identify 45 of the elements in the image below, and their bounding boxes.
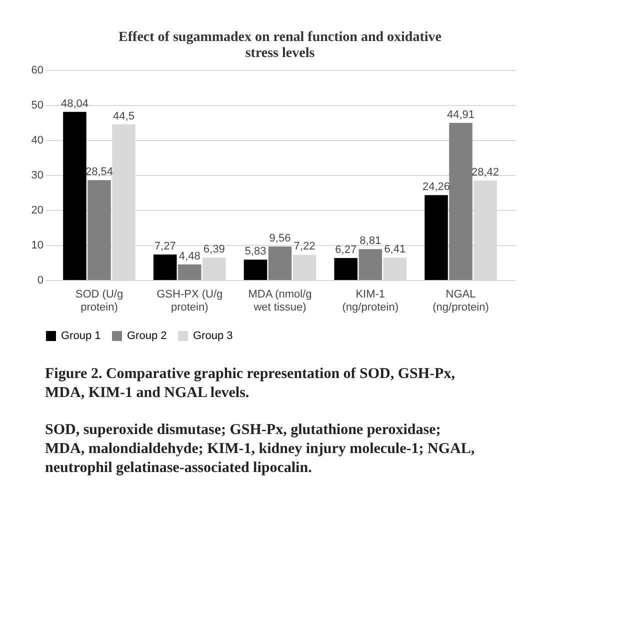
y-tick-label: 50 bbox=[31, 100, 44, 112]
data-label: 6,41 bbox=[384, 244, 406, 256]
bar bbox=[153, 254, 177, 280]
data-label: 4,48 bbox=[178, 250, 200, 262]
data-label: 6,39 bbox=[203, 244, 225, 256]
x-tick-label: GSH-PX (U/g protein) bbox=[156, 288, 223, 314]
x-tick-label: MDA (nmol/g wet tissue) bbox=[248, 288, 312, 314]
x-tick-label: NGAL (ng/protein) bbox=[432, 288, 489, 314]
data-label: 28,54 bbox=[85, 166, 113, 178]
y-tick-label: 30 bbox=[31, 170, 44, 182]
data-label: 44,91 bbox=[447, 108, 475, 121]
bar bbox=[292, 254, 316, 280]
bar bbox=[63, 112, 86, 280]
y-tick-label: 20 bbox=[31, 204, 44, 216]
x-tick-label: KIM-1 (ng/protein) bbox=[342, 288, 399, 314]
bar bbox=[383, 258, 407, 280]
data-label: 6,27 bbox=[335, 244, 357, 256]
x-tick-label: SOD (U/g protein) bbox=[75, 288, 124, 314]
bar bbox=[88, 180, 111, 280]
text: SOD, superoxide dismutase; GSH-Px, glutathione peroxidase; MDA, malondialdehyde; KIM-1, kidney injury molecule-1; NGAL, neutrophil gelatinase-associated lipocalin. bbox=[45, 422, 475, 476]
data-label: 5,83 bbox=[244, 246, 266, 258]
data-label: 48,04 bbox=[60, 98, 88, 110]
legend-label: Group 2 bbox=[127, 330, 167, 342]
y-tick-label: 10 bbox=[31, 240, 44, 252]
data-label: 7,22 bbox=[294, 240, 316, 253]
data-label: 44,5 bbox=[113, 110, 134, 122]
bar bbox=[424, 195, 448, 280]
y-tick-label: 60 bbox=[31, 64, 44, 76]
bar bbox=[244, 260, 268, 280]
bar bbox=[449, 122, 472, 280]
data-label: 8,81 bbox=[360, 235, 382, 248]
legend-label: Group 1 bbox=[61, 330, 101, 342]
caption: Figure 2. Comparative graphic representation of SOD, GSH-Px, MDA, KIM-1 and NGAL levels. bbox=[45, 366, 456, 401]
legend-label: Group 3 bbox=[193, 330, 233, 342]
y-tick-label: 40 bbox=[31, 134, 44, 146]
data-label: 7,27 bbox=[154, 240, 176, 253]
bar bbox=[202, 258, 226, 280]
data-label: 24,26 bbox=[422, 181, 450, 194]
bar bbox=[178, 264, 202, 280]
y-tick-label: 0 bbox=[37, 274, 44, 286]
bar bbox=[334, 258, 358, 280]
bar bbox=[358, 249, 382, 280]
data-label: 9,56 bbox=[269, 232, 291, 245]
chart-title: Effect of sugammadex on renal function and oxidative stress levels bbox=[118, 30, 442, 61]
bar bbox=[268, 246, 292, 280]
